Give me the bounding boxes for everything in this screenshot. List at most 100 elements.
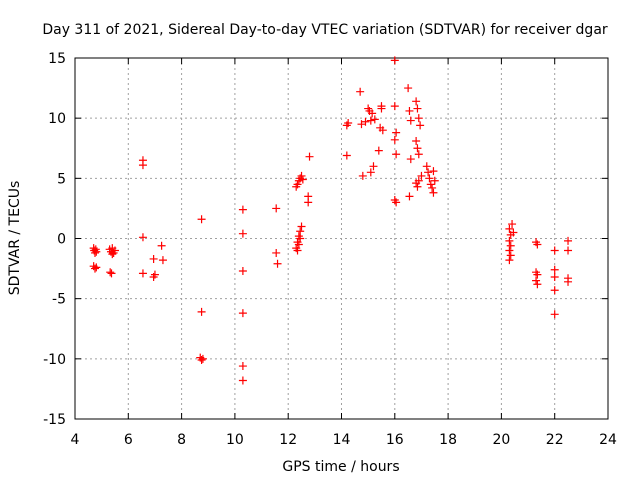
data-point	[550, 273, 559, 282]
data-point	[298, 175, 307, 184]
data-point	[138, 269, 147, 278]
y-tick-label: 10	[48, 111, 66, 127]
data-point	[238, 229, 247, 238]
data-point	[416, 121, 425, 130]
data-point	[344, 118, 353, 127]
data-point	[414, 150, 423, 159]
data-point	[428, 183, 437, 192]
x-tick-label: 18	[439, 432, 457, 448]
data-point	[272, 248, 281, 257]
x-tick-label: 6	[124, 432, 133, 448]
data-point	[413, 182, 422, 191]
x-tick-label: 12	[279, 432, 297, 448]
tick-layer: 4 6 8 10 12 14 16 18 20 22 24 -15 -10 -5 0 5 10 15	[43, 51, 617, 448]
data-point	[406, 116, 415, 125]
data-point	[158, 256, 167, 265]
data-point	[506, 251, 515, 260]
data-point	[197, 215, 206, 224]
data-point	[238, 266, 247, 275]
data-point	[361, 117, 370, 126]
data-point	[356, 87, 365, 96]
data-point	[422, 162, 431, 171]
data-point	[412, 97, 421, 106]
data-point	[366, 116, 375, 125]
data-point	[405, 192, 414, 201]
data-point	[417, 171, 426, 180]
data-point	[370, 115, 379, 124]
data-point	[550, 286, 559, 295]
data-point	[138, 161, 147, 170]
data-point	[378, 126, 387, 135]
data-point	[296, 234, 305, 243]
y-axis-label: SDTVAR / TECUs	[7, 181, 23, 296]
data-point	[238, 376, 247, 385]
data-point	[424, 168, 433, 177]
data-point	[390, 56, 399, 65]
data-point	[106, 268, 115, 277]
data-point	[406, 155, 415, 164]
y-tick-label: -15	[43, 412, 66, 428]
data-point	[108, 250, 117, 259]
data-point	[238, 205, 247, 214]
x-tick-label: 24	[599, 432, 617, 448]
data-point	[505, 246, 514, 255]
x-tick-label: 22	[546, 432, 564, 448]
data-point	[564, 246, 573, 255]
data-point	[374, 146, 383, 155]
data-point	[304, 198, 313, 207]
data-point	[198, 354, 207, 363]
data-point	[505, 256, 514, 265]
y-tick-label: -5	[52, 292, 66, 308]
data-point	[414, 176, 423, 185]
x-axis-label: GPS time / hours	[282, 459, 399, 475]
x-tick-label: 20	[492, 432, 510, 448]
data-point	[369, 162, 378, 171]
data-point	[564, 277, 573, 286]
y-tick-label: 0	[57, 232, 66, 248]
data-point	[107, 269, 116, 278]
y-tick-label: -10	[43, 352, 66, 368]
data-point	[425, 174, 434, 183]
data-point	[197, 356, 206, 365]
data-point	[426, 180, 435, 189]
data-point	[413, 144, 422, 153]
data-point	[405, 106, 414, 115]
data-point	[429, 188, 438, 197]
data-point	[297, 222, 306, 231]
y-tick-label: 15	[48, 51, 66, 67]
data-point	[197, 307, 206, 316]
data-point	[368, 109, 377, 118]
data-point	[238, 309, 247, 318]
data-point	[509, 228, 518, 237]
data-point	[293, 246, 302, 255]
x-tick-label: 14	[333, 432, 351, 448]
data-point	[550, 265, 559, 274]
data-point	[412, 137, 421, 146]
data-point	[157, 241, 166, 250]
data-point	[533, 240, 542, 249]
data-point	[377, 102, 386, 111]
data-point	[505, 224, 514, 233]
x-tick-label: 10	[226, 432, 244, 448]
plot-frame	[74, 57, 609, 420]
data-point	[550, 310, 559, 319]
data-point	[90, 248, 99, 257]
data-point	[392, 128, 401, 137]
data-point	[429, 167, 438, 176]
data-point	[532, 276, 541, 285]
x-tick-label: 16	[386, 432, 404, 448]
chart-title: Day 311 of 2021, Sidereal Day-to-day VTE…	[42, 22, 608, 38]
data-point	[508, 220, 517, 229]
data-point	[413, 104, 422, 113]
points-layer	[89, 56, 573, 385]
data-point	[90, 264, 99, 273]
data-point	[149, 254, 158, 263]
x-tick-label: 4	[71, 432, 80, 448]
data-point	[92, 247, 101, 256]
data-point	[293, 180, 302, 189]
data-point	[564, 236, 573, 245]
data-point	[533, 270, 542, 279]
data-point	[297, 171, 306, 180]
data-point	[390, 102, 399, 111]
